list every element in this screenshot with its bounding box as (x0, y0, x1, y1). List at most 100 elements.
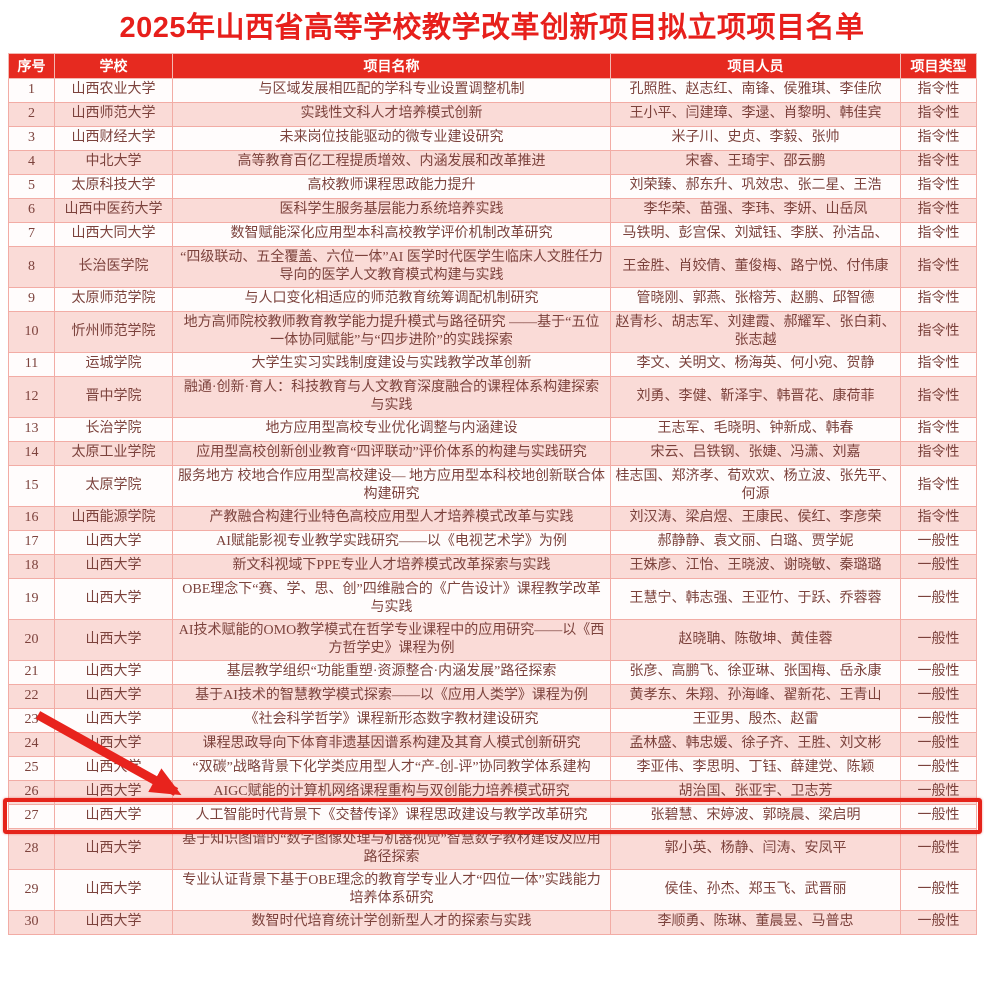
cell-no: 11 (8, 351, 55, 377)
cell-project: 基层教学组织“功能重塑·资源整合·内涵发展”路径探索 (172, 659, 611, 685)
table-row: 20 山西大学 AI技术赋能的OMO教学模式在哲学专业课程中的应用研究——以《西方哲… (8, 618, 977, 661)
page-title: 2025年山西省高等学校教学改革创新项目拟立项项目名单 (119, 12, 865, 44)
column-header-type: 项目类型 (900, 52, 977, 79)
cell-project: 未来岗位技能驱动的微专业建设研究 (172, 125, 611, 151)
cell-no: 18 (8, 553, 55, 579)
cell-school: 长治医学院 (54, 245, 173, 288)
column-header-project: 项目名称 (172, 52, 611, 79)
cell-personnel: 郝静静、袁文丽、白璐、贾学妮 (610, 529, 901, 555)
cell-type: 指令性 (900, 149, 977, 175)
table-row: 28 山西大学 基于知识图谱的“数字图像处理与机器视觉”智慧数字教材建设及应用路径探… (8, 827, 977, 870)
cell-project: 课程思政导向下体育非遗基因谱系构建及其育人模式创新研究 (172, 731, 611, 757)
cell-project: 融通·创新·育人：科技教育与人文教育深度融合的课程体系构建探索与实践 (172, 375, 611, 418)
cell-type: 指令性 (900, 464, 977, 507)
cell-school: 长治学院 (54, 416, 173, 442)
cell-type: 一般性 (900, 731, 977, 757)
cell-type: 指令性 (900, 351, 977, 377)
table-row: 7 山西大同大学 数智赋能深化应用型本科高校教学评价机制改革研究 马铁明、彭宫保、刘斌… (8, 221, 977, 247)
table-header-row: 序号 学校 项目名称 项目人员 项目类型 (8, 52, 977, 79)
cell-no: 30 (8, 909, 55, 935)
cell-project: 基于知识图谱的“数字图像处理与机器视觉”智慧数字教材建设及应用路径探索 (172, 827, 611, 870)
cell-personnel: 刘荣臻、郝东升、巩效忠、张二星、王浩 (610, 173, 901, 199)
cell-project: 地方高师院校教师教育教学能力提升模式与路径研究 ——基于“五位一体协同赋能”与“… (172, 310, 611, 353)
cell-no: 2 (8, 101, 55, 127)
cell-school: 中北大学 (54, 149, 173, 175)
cell-type: 一般性 (900, 909, 977, 935)
cell-type: 指令性 (900, 245, 977, 288)
cell-project: 高校教师课程思政能力提升 (172, 173, 611, 199)
cell-type: 指令性 (900, 286, 977, 312)
cell-personnel: 宋云、吕铁钢、张婕、冯潇、刘嘉 (610, 440, 901, 466)
cell-school: 太原科技大学 (54, 173, 173, 199)
table-row: 15 太原学院 服务地方 校地合作应用型高校建设— 地方应用型本科校地创新联合体构建… (8, 464, 977, 507)
cell-type: 指令性 (900, 173, 977, 199)
cell-project: 《社会科学哲学》课程新形态数字教材建设研究 (172, 707, 611, 733)
cell-no: 16 (8, 505, 55, 531)
table-row: 29 山西大学 专业认证背景下基于OBE理念的教育学专业人才“四位一体”实践能力培养… (8, 868, 977, 911)
cell-personnel: 郭小英、杨静、闫涛、安凤平 (610, 827, 901, 870)
cell-school: 山西大学 (54, 755, 173, 781)
table-row: 6 山西中医药大学 医科学生服务基层能力系统培养实践 李华荣、苗强、李玮、李妍、山岳凤… (8, 197, 977, 223)
table-row: 8 长治医学院 “四级联动、五全覆盖、六位一体”AI 医学时代医学生临床人文胜任力导… (8, 245, 977, 288)
cell-no: 3 (8, 125, 55, 151)
table-row: 16 山西能源学院 产教融合构建行业特色高校应用型人才培养模式改革与实践 刘汉涛、梁启… (8, 505, 977, 531)
cell-personnel: 米子川、史贞、李毅、张帅 (610, 125, 901, 151)
cell-personnel: 管晓刚、郭燕、张榕芳、赵鹏、邱智德 (610, 286, 901, 312)
cell-type: 指令性 (900, 505, 977, 531)
cell-type: 指令性 (900, 310, 977, 353)
cell-project: AI赋能影视专业教学实践研究——以《电视艺术学》为例 (172, 529, 611, 555)
table-row: 21 山西大学 基层教学组织“功能重塑·资源整合·内涵发展”路径探索 张彦、高鹏飞、徐… (8, 659, 977, 685)
cell-no: 14 (8, 440, 55, 466)
cell-type: 指令性 (900, 101, 977, 127)
cell-school: 山西大学 (54, 577, 173, 620)
cell-personnel: 孔照胜、赵志红、南锋、侯雅琪、李佳欣 (610, 77, 901, 103)
table-row: 1 山西农业大学 与区域发展相匹配的学科专业设置调整机制 孔照胜、赵志红、南锋、侯雅琪… (8, 77, 977, 103)
cell-no: 9 (8, 286, 55, 312)
cell-project: “双碳”战略背景下化学类应用型人才“产-创-评”协同教学体系建构 (172, 755, 611, 781)
cell-no: 10 (8, 310, 55, 353)
cell-project: 实践性文科人才培养模式创新 (172, 101, 611, 127)
cell-type: 指令性 (900, 197, 977, 223)
cell-project: AI技术赋能的OMO教学模式在哲学专业课程中的应用研究——以《西方哲学史》课程为… (172, 618, 611, 661)
cell-school: 山西师范大学 (54, 101, 173, 127)
cell-no: 4 (8, 149, 55, 175)
table-row: 12 晋中学院 融通·创新·育人：科技教育与人文教育深度融合的课程体系构建探索与实践… (8, 375, 977, 418)
cell-no: 17 (8, 529, 55, 555)
cell-type: 一般性 (900, 779, 977, 805)
cell-school: 山西大学 (54, 683, 173, 709)
cell-school: 山西大学 (54, 553, 173, 579)
table-row: 2 山西师范大学 实践性文科人才培养模式创新 王小平、闫建璋、李逯、肖黎明、韩佳宾 指令… (8, 101, 977, 127)
table-row: 14 太原工业学院 应用型高校创新创业教育“四评联动”评价体系的构建与实践研究 宋云、… (8, 440, 977, 466)
cell-school: 山西大学 (54, 803, 173, 829)
cell-project: 新文科视域下PPE专业人才培养模式改革探索与实践 (172, 553, 611, 579)
document-page: 2025年山西省高等学校教学改革创新项目拟立项项目名单 序号 学校 项目名称 项… (3, 12, 982, 935)
cell-personnel: 李华荣、苗强、李玮、李妍、山岳凤 (610, 197, 901, 223)
cell-school: 山西财经大学 (54, 125, 173, 151)
cell-no: 13 (8, 416, 55, 442)
cell-personnel: 王姝彦、江怡、王晓波、谢晓敏、秦璐璐 (610, 553, 901, 579)
cell-personnel: 赵晓聃、陈敬坤、黄佳蓉 (610, 618, 901, 661)
table-row: 25 山西大学 “双碳”战略背景下化学类应用型人才“产-创-评”协同教学体系建构 李亚… (8, 755, 977, 781)
table-row: 13 长治学院 地方应用型高校专业优化调整与内涵建设 王志军、毛晓明、钟新成、韩春 指令… (8, 416, 977, 442)
cell-school: 太原工业学院 (54, 440, 173, 466)
cell-type: 指令性 (900, 125, 977, 151)
cell-project: 专业认证背景下基于OBE理念的教育学专业人才“四位一体”实践能力培养体系研究 (172, 868, 611, 911)
table-row: 30 山西大学 数智时代培育统计学创新型人才的探索与实践 李顺勇、陈琳、董晨昱、马普忠… (8, 909, 977, 935)
cell-type: 指令性 (900, 416, 977, 442)
table-row: 4 中北大学 高等教育百亿工程提质增效、内涵发展和改革推进 宋睿、王琦宇、邵云鹏 指令性 (8, 149, 977, 175)
cell-type: 一般性 (900, 707, 977, 733)
cell-personnel: 马铁明、彭宫保、刘斌钰、李朕、孙洁品、 (610, 221, 901, 247)
cell-no: 20 (8, 618, 55, 661)
cell-no: 12 (8, 375, 55, 418)
cell-project: 高等教育百亿工程提质增效、内涵发展和改革推进 (172, 149, 611, 175)
cell-school: 晋中学院 (54, 375, 173, 418)
cell-type: 指令性 (900, 221, 977, 247)
cell-no: 22 (8, 683, 55, 709)
cell-project: 与人口变化相适应的师范教育统筹调配机制研究 (172, 286, 611, 312)
cell-school: 山西大学 (54, 779, 173, 805)
cell-personnel: 张彦、高鹏飞、徐亚琳、张国梅、岳永康 (610, 659, 901, 685)
table-row: 23 山西大学 《社会科学哲学》课程新形态数字教材建设研究 王亚男、殷杰、赵雷 一般性 (8, 707, 977, 733)
cell-personnel: 桂志国、郑济孝、荀欢欢、杨立波、张先平、何源 (610, 464, 901, 507)
cell-project: 基于AI技术的智慧教学模式探索——以《应用人类学》课程为例 (172, 683, 611, 709)
cell-no: 1 (8, 77, 55, 103)
